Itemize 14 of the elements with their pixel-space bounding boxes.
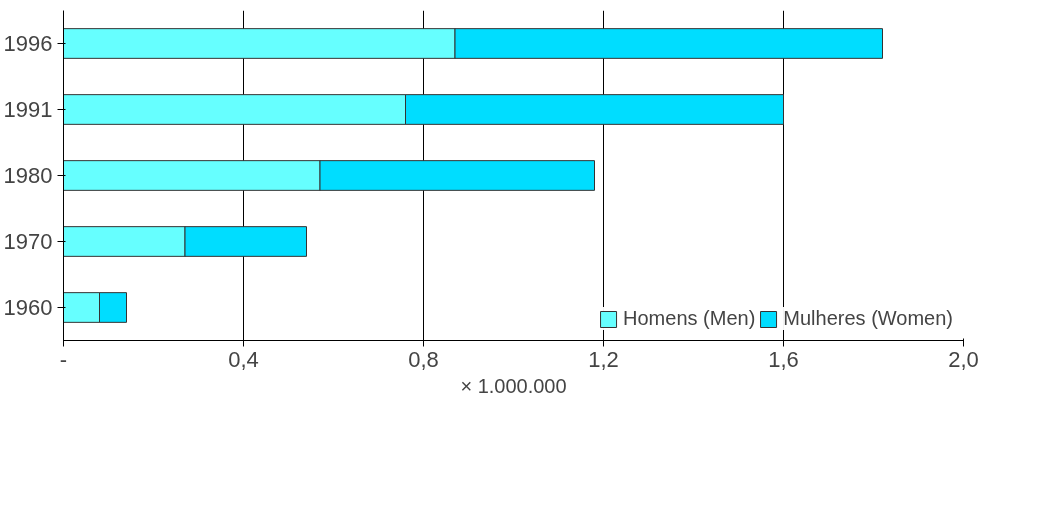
x-tick-label: - bbox=[59, 346, 68, 372]
legend-label: Homens (Men) bbox=[623, 307, 756, 330]
x-tick-label: 2,0 bbox=[948, 346, 979, 372]
x-axis-title: × 1.000.000 bbox=[460, 374, 567, 397]
legend-label: Mulheres (Women) bbox=[783, 307, 953, 330]
y-tick-label: 1991 bbox=[3, 97, 53, 122]
x-tick-label: 1,2 bbox=[588, 346, 619, 372]
x-tick-label: 0,4 bbox=[228, 346, 259, 372]
y-tick-label: 1996 bbox=[3, 31, 53, 56]
y-tick-label: 1970 bbox=[3, 229, 53, 254]
y-tick-label: 1980 bbox=[3, 163, 53, 188]
x-tick-label: 0,8 bbox=[408, 346, 439, 372]
x-tick-label: 1,6 bbox=[768, 346, 799, 372]
y-tick-label: 1960 bbox=[3, 295, 53, 320]
